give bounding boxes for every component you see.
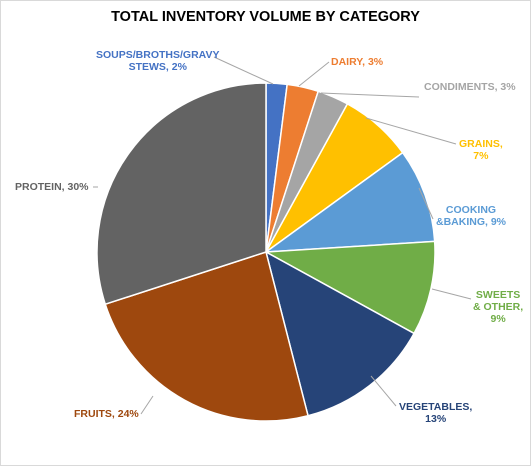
pie-slice-cooking-baking bbox=[263, 151, 436, 253]
leader-line bbox=[418, 187, 434, 220]
slice-label: FRUITS, 24% bbox=[74, 408, 139, 420]
slice-label: SWEETS & OTHER, 9% bbox=[473, 289, 523, 325]
slice-label-line: GRAINS, bbox=[459, 138, 503, 150]
slice-label-line: 9% bbox=[490, 313, 506, 325]
slice-label-line: COOKING bbox=[445, 204, 497, 216]
slice-label-line: SOUPS/BROTHS/GRAVY bbox=[96, 49, 220, 61]
leader-line bbox=[298, 61, 330, 87]
slice-label-line: CONDIMENTS, 3% bbox=[424, 81, 516, 93]
slice-label-line: FRUITS, 24% bbox=[74, 408, 139, 420]
slice-label: DAIRY, 3% bbox=[331, 56, 383, 68]
leader-line bbox=[213, 56, 274, 85]
slice-label-line: STEWS, 2% bbox=[128, 61, 187, 73]
leader-line bbox=[431, 288, 472, 300]
slice-label: CONDIMENTS, 3% bbox=[424, 81, 516, 93]
chart-title: TOTAL INVENTORY VOLUME BY CATEGORY bbox=[111, 9, 420, 25]
leader-line bbox=[370, 375, 397, 407]
pie-slice-protein bbox=[96, 82, 267, 306]
slice-label-line: DAIRY, 3% bbox=[331, 56, 384, 68]
slice-label-line: 13% bbox=[425, 413, 447, 425]
slice-label-line: VEGETABLES, bbox=[399, 401, 473, 413]
slice-label-line: 7% bbox=[473, 150, 489, 162]
pie-slice-sweets-other bbox=[263, 240, 436, 335]
leader-line bbox=[140, 395, 154, 415]
pie-slice-vegetables bbox=[264, 250, 416, 417]
slice-label: SOUPS/BROTHS/GRAVY STEWS, 2% bbox=[96, 49, 220, 73]
slice-label-line: & OTHER, bbox=[473, 301, 524, 313]
slice-label-line: PROTEIN, 30% bbox=[15, 181, 89, 193]
slice-label: PROTEIN, 30% bbox=[15, 181, 89, 193]
slice-label: VEGETABLES, 13% bbox=[399, 401, 472, 425]
pie-slice-fruits bbox=[104, 251, 309, 422]
leader-line bbox=[365, 117, 457, 145]
slice-label: COOKING &BAKING, 9% bbox=[436, 204, 506, 228]
leader-line bbox=[320, 92, 420, 98]
slice-label: GRAINS, 7% bbox=[459, 138, 503, 162]
slice-label-line: &BAKING, 9% bbox=[436, 216, 507, 228]
slice-label-line: SWEETS bbox=[475, 289, 521, 301]
